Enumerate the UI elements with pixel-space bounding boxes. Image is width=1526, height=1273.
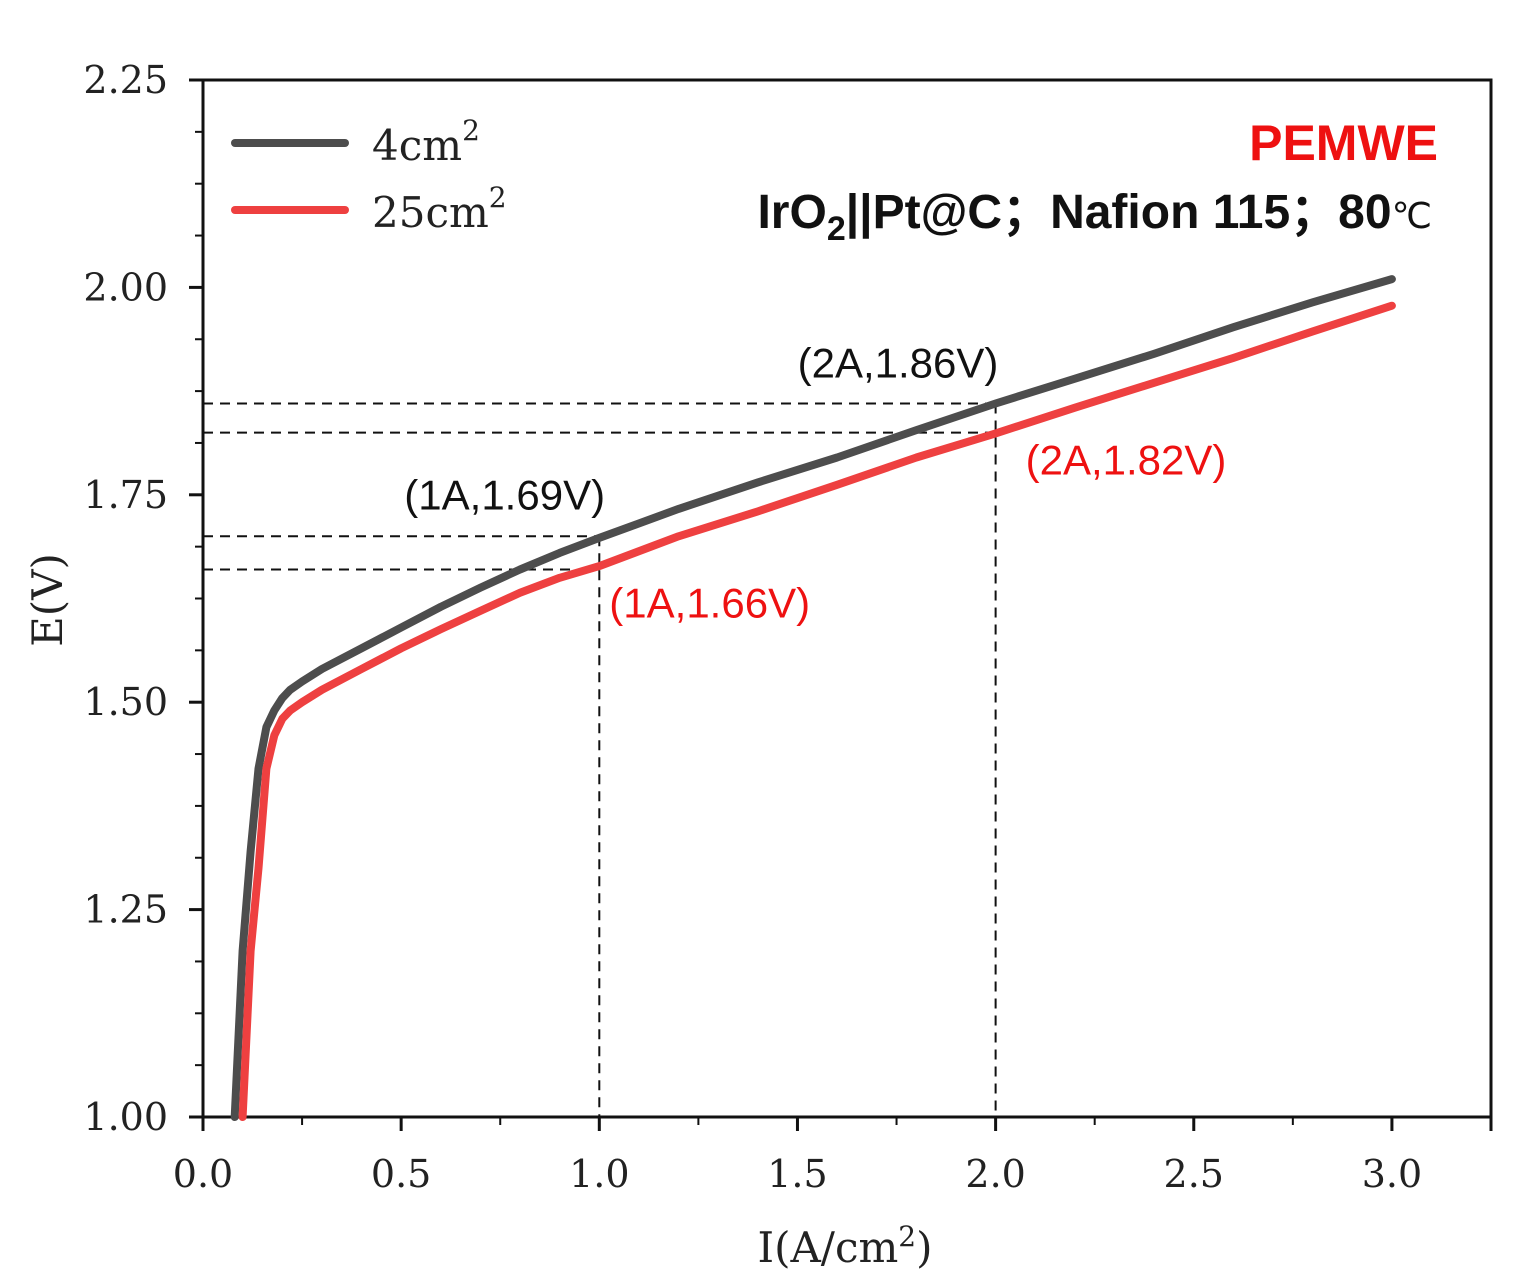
x-tick-label: 2.5 [1164, 1152, 1224, 1196]
y-tick-label: 1.25 [83, 888, 168, 932]
x-tick-label: 1.0 [569, 1152, 629, 1196]
y-tick-label: 1.75 [83, 473, 168, 517]
y-tick-label: 2.25 [83, 58, 168, 102]
dashed-guides [203, 402, 997, 1117]
annotation-label: (2A,1.86V) [798, 340, 999, 387]
x-tick-label: 1.5 [767, 1152, 827, 1196]
y-tick-label: 2.00 [83, 265, 168, 309]
annotation-label: (1A,1.69V) [404, 471, 605, 518]
series-layer [230, 275, 1396, 1121]
annotations: (2A,1.86V) (2A,1.82V) (1A,1.69V) (1A,1.66V) [404, 340, 1226, 627]
y-axis-title: E(V) [23, 553, 72, 647]
legend-label-4cm2: 4cm2 [372, 114, 480, 170]
series-line-0 [230, 275, 1396, 1121]
chart-subtitle: IrO2||Pt@C；Nafion 115；80℃ [757, 186, 1432, 248]
x-tick-label: 0.5 [371, 1152, 431, 1196]
x-tick-label: 2.0 [965, 1152, 1025, 1196]
series-line-1 [238, 301, 1396, 1121]
x-tick-label: 3.0 [1362, 1152, 1422, 1196]
x-axis-title: I(A/cm2) [757, 1220, 932, 1272]
legend: 4cm2 25cm2 [231, 114, 507, 237]
y-axis-ticks: 1.00 1.25 1.50 1.75 2.00 2.25 [83, 58, 203, 1139]
x-axis-ticks: 0.0 0.5 1.0 1.5 2.0 2.5 3.0 [173, 1117, 1493, 1196]
y-tick-label: 1.50 [83, 680, 168, 724]
annotation-label: (1A,1.66V) [609, 579, 810, 626]
annotation-label: (2A,1.82V) [1026, 437, 1227, 484]
legend-label-25cm2: 25cm2 [372, 181, 507, 237]
x-tick-label: 0.0 [173, 1152, 233, 1196]
chart-title: PEMWE [1249, 115, 1438, 171]
y-tick-label: 1.00 [83, 1095, 168, 1139]
